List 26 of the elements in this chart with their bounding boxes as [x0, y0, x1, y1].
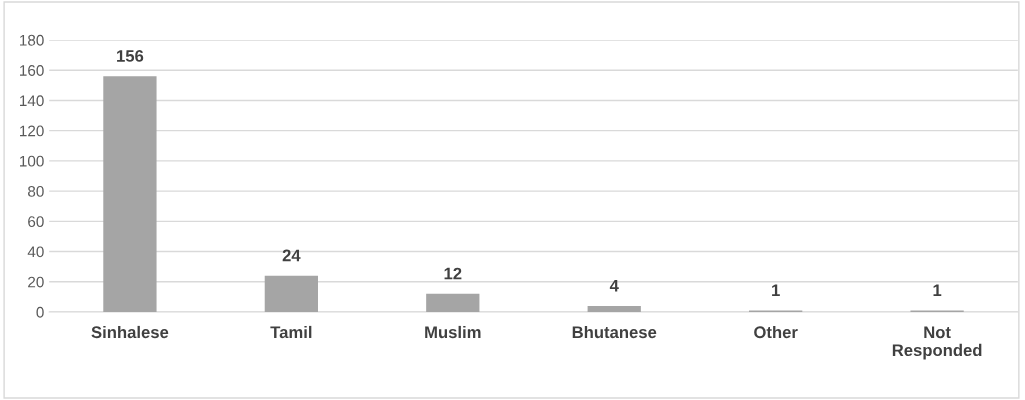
- bar: [264, 275, 318, 312]
- data-label: 1: [933, 284, 942, 296]
- bar: [587, 305, 641, 312]
- x-tick-label: Sinhalese: [91, 325, 169, 339]
- bar: [103, 76, 157, 312]
- data-label: 12: [444, 267, 462, 280]
- x-tick-label: Muslim: [425, 325, 481, 339]
- data-label: 156: [117, 50, 144, 62]
- x-tick-label: Not Responded: [892, 326, 982, 360]
- x-tick-label: Other: [754, 325, 798, 339]
- y-tick-label: 120: [20, 125, 44, 137]
- y-tick-label: 20: [28, 276, 44, 288]
- data-label: 24: [282, 249, 301, 262]
- y-tick-label: 100: [20, 155, 44, 167]
- y-tick-label: 60: [28, 216, 44, 228]
- data-label: 1: [772, 284, 780, 296]
- y-tick-label: 140: [20, 95, 44, 107]
- data-label: 4: [609, 279, 619, 292]
- x-tick-label: Tamil: [270, 325, 312, 339]
- y-tick-label: 80: [28, 185, 44, 197]
- y-tick-label: 160: [20, 65, 44, 76]
- y-tick-label: 180: [20, 34, 44, 46]
- y-tick-label: 40: [27, 246, 44, 258]
- x-tick-label: Bhutanese: [572, 325, 657, 339]
- y-tick-label: 0: [36, 306, 44, 318]
- bar: [426, 293, 480, 312]
